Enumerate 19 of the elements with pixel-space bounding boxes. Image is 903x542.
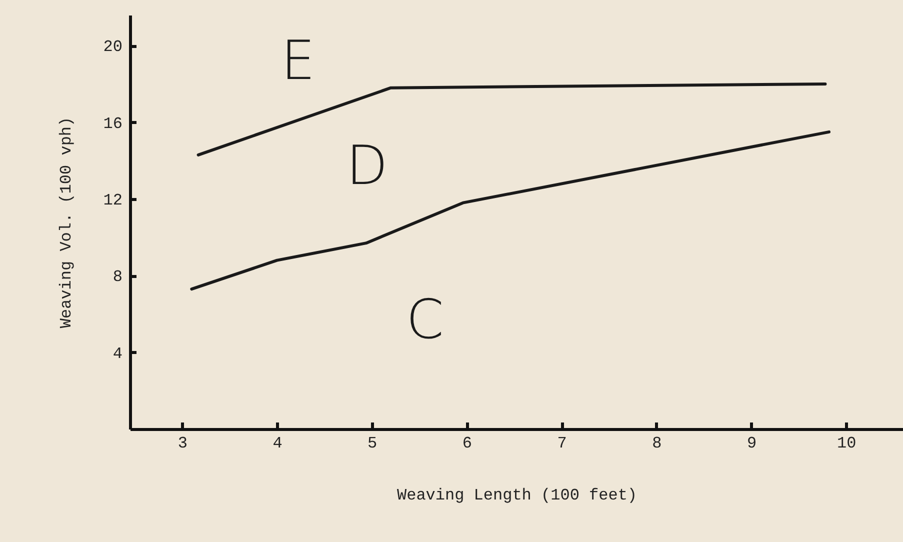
x-tick-label: 7 bbox=[557, 434, 567, 452]
x-tick-label: 5 bbox=[368, 434, 378, 452]
annotation: E bbox=[280, 29, 316, 92]
annotation: D bbox=[346, 134, 388, 197]
x-tick-label: 10 bbox=[836, 434, 856, 452]
x-axis-title: Weaving Length (100 feet) bbox=[396, 486, 638, 504]
y-tick-label: 12 bbox=[103, 192, 122, 210]
annotation: C bbox=[406, 288, 444, 351]
y-axis-title: Weaving Vol. (100 vph) bbox=[57, 116, 76, 328]
x-tick-label: 6 bbox=[462, 434, 472, 452]
y-tick-label: 20 bbox=[103, 38, 122, 56]
x-tick-label: 9 bbox=[746, 434, 757, 452]
line-series bbox=[190, 130, 831, 291]
y-tick-label: 8 bbox=[112, 268, 122, 286]
y-tick-label: 4 bbox=[112, 344, 122, 363]
x-tick-label: 4 bbox=[272, 434, 282, 452]
y-tick-label: 16 bbox=[103, 114, 122, 133]
x-tick-label: 3 bbox=[178, 434, 188, 452]
x-tick-label: 8 bbox=[652, 434, 662, 452]
